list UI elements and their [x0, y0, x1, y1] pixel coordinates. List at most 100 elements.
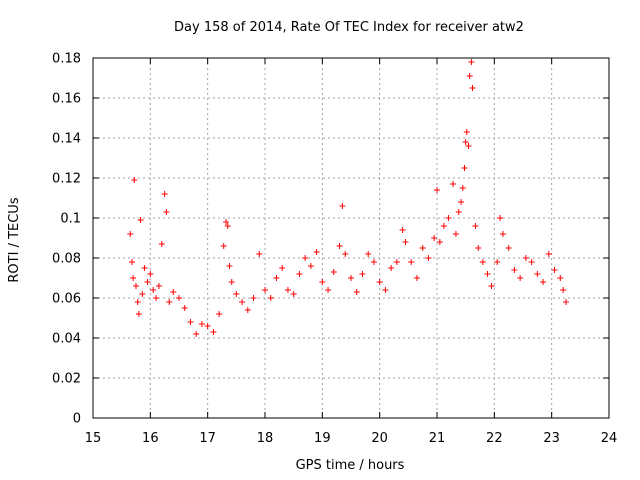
data-point — [133, 283, 139, 289]
y-tick-label: 0.16 — [52, 92, 81, 107]
data-point — [153, 295, 160, 301]
data-point — [141, 265, 148, 271]
data-point — [511, 267, 518, 273]
data-point — [187, 319, 194, 325]
data-point — [545, 251, 552, 257]
data-point — [130, 275, 137, 281]
y-tick-label: 0.04 — [52, 332, 81, 347]
data-point — [388, 265, 395, 271]
y-tick-label: 0.08 — [52, 252, 81, 267]
y-tick-label: 0 — [73, 412, 81, 427]
data-point — [353, 289, 360, 295]
data-point — [313, 249, 320, 255]
data-point — [155, 283, 162, 289]
data-point — [522, 255, 529, 261]
data-point — [434, 187, 440, 193]
data-point — [250, 295, 257, 301]
data-point — [239, 299, 246, 305]
data-point — [475, 245, 482, 251]
data-point — [557, 275, 564, 281]
data-point — [204, 323, 211, 329]
data-point — [450, 181, 457, 187]
x-tick-labels: 15 16 17 18 19 20 21 22 23 24 — [85, 431, 618, 446]
data-point — [339, 203, 346, 209]
data-point — [279, 265, 286, 271]
data-point — [465, 143, 472, 149]
data-point — [147, 271, 154, 277]
data-point — [452, 231, 459, 237]
data-points-layer — [127, 59, 569, 337]
y-tick-label: 0.1 — [60, 212, 81, 227]
data-point — [336, 243, 343, 249]
x-tick-label: 16 — [142, 431, 159, 446]
data-point — [144, 279, 151, 285]
data-point — [466, 73, 473, 79]
data-point — [150, 287, 157, 293]
data-point — [262, 287, 268, 293]
data-point — [551, 267, 558, 273]
data-point — [166, 299, 173, 305]
data-point — [302, 255, 309, 261]
data-point — [445, 215, 452, 221]
data-point — [484, 271, 491, 277]
data-point — [223, 219, 230, 225]
x-tick-label: 20 — [371, 431, 388, 446]
data-point — [505, 245, 512, 251]
data-point — [431, 235, 438, 241]
data-point — [472, 223, 479, 229]
data-point — [193, 331, 200, 337]
data-point — [497, 215, 504, 221]
data-point — [440, 223, 447, 229]
data-point — [462, 139, 469, 145]
data-point — [365, 251, 372, 257]
data-point — [128, 259, 135, 265]
data-point — [330, 269, 337, 275]
data-point — [216, 311, 223, 317]
data-point — [307, 263, 314, 269]
chart-title: Day 158 of 2014, Rate Of TEC Index for r… — [174, 20, 524, 35]
data-point — [459, 185, 466, 191]
data-point — [267, 295, 274, 301]
x-tick-label: 21 — [429, 431, 446, 446]
y-tick-label: 0.12 — [52, 172, 81, 187]
data-point — [176, 295, 182, 301]
y-axis-label: ROTI / TECUs — [7, 197, 22, 282]
data-point — [284, 287, 291, 293]
data-point — [376, 279, 383, 285]
data-point — [494, 259, 501, 265]
x-axis-label: GPS time / hours — [296, 458, 405, 473]
data-point — [468, 59, 475, 65]
data-point — [413, 275, 420, 281]
data-point — [158, 241, 165, 247]
x-tick-label: 15 — [85, 431, 102, 446]
data-point — [419, 245, 426, 251]
x-tick-label: 23 — [543, 431, 560, 446]
x-tick-label: 24 — [601, 431, 618, 446]
data-point — [161, 191, 168, 197]
data-point — [170, 289, 177, 295]
data-point — [319, 279, 326, 285]
data-point — [244, 307, 251, 313]
data-point — [296, 271, 303, 277]
data-point — [220, 243, 227, 249]
x-tick-label: 19 — [314, 431, 331, 446]
y-tick-label: 0.14 — [52, 132, 81, 147]
data-point — [461, 165, 468, 171]
data-point — [517, 275, 524, 281]
data-point — [325, 287, 332, 293]
y-tick-label: 0.18 — [52, 52, 81, 67]
data-point — [348, 275, 354, 281]
data-point — [290, 291, 297, 297]
data-point — [134, 299, 141, 305]
data-point — [436, 239, 443, 245]
data-point — [342, 251, 349, 257]
data-point — [370, 259, 377, 265]
data-point — [135, 311, 142, 317]
data-point — [499, 231, 506, 237]
data-point — [224, 223, 231, 229]
y-tick-label: 0.06 — [52, 292, 81, 307]
data-point — [469, 85, 476, 91]
y-tick-label: 0.02 — [52, 372, 81, 387]
data-point — [163, 209, 170, 215]
